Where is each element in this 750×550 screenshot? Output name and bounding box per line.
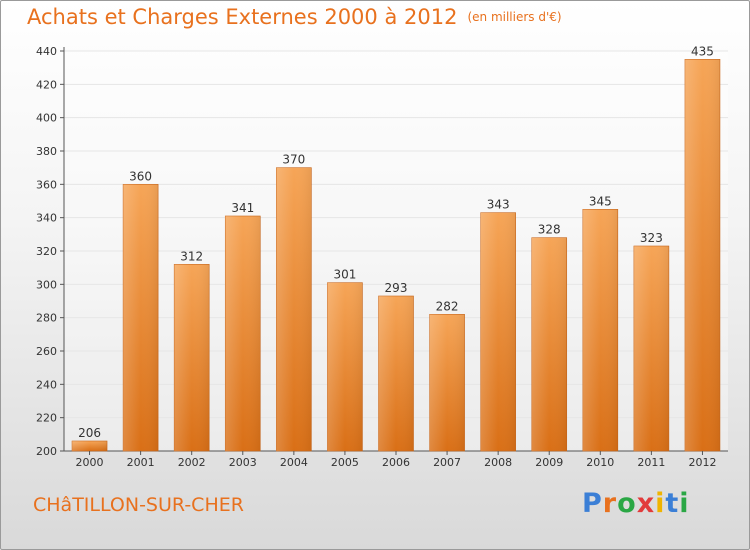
logo-letter: P [582, 488, 603, 519]
data-label: 360 [129, 169, 152, 183]
x-tick-label: 2006 [382, 456, 410, 469]
data-label: 301 [333, 268, 356, 282]
x-tick-label: 2000 [76, 456, 104, 469]
bar-shade [174, 264, 210, 451]
logo-letter: i [655, 488, 666, 519]
y-tick-label: 340 [36, 212, 57, 225]
x-tick-label: 2005 [331, 456, 359, 469]
y-tick-label: 280 [36, 312, 57, 325]
bar-shade [225, 216, 261, 451]
logo-letter: o [617, 488, 637, 519]
data-label: 343 [487, 198, 510, 212]
data-label: 341 [231, 201, 254, 215]
data-label: 312 [180, 249, 203, 263]
x-tick-label: 2010 [586, 456, 614, 469]
y-tick-label: 380 [36, 145, 57, 158]
y-tick-label: 440 [36, 45, 57, 58]
x-tick-label: 2012 [688, 456, 716, 469]
y-tick-label: 260 [36, 345, 57, 358]
y-tick-label: 400 [36, 112, 57, 125]
data-label: 282 [436, 299, 459, 313]
x-tick-label: 2007 [433, 456, 461, 469]
bar-shade [123, 184, 159, 452]
logo-letter: r [602, 488, 618, 519]
bar-shade [531, 237, 567, 451]
logo-letter: x [636, 488, 656, 519]
x-tick-label: 2008 [484, 456, 512, 469]
x-tick-label: 2011 [637, 456, 665, 469]
data-label: 328 [538, 223, 561, 237]
y-tick-label: 420 [36, 78, 57, 91]
y-tick-label: 200 [36, 445, 57, 458]
proxiti-logo: Proxiti [582, 488, 690, 519]
y-tick-label: 220 [36, 412, 57, 425]
bar-shade [480, 212, 516, 451]
bar-shade [582, 209, 618, 451]
logo-letter: t [665, 488, 680, 519]
data-label: 323 [640, 231, 663, 245]
x-tick-label: 2002 [178, 456, 206, 469]
bar-shade [429, 314, 465, 451]
x-tick-label: 2004 [280, 456, 308, 469]
logo-letter: i [679, 488, 690, 519]
y-tick-label: 300 [36, 278, 57, 291]
data-label: 345 [589, 194, 612, 208]
y-tick-label: 320 [36, 245, 57, 258]
y-tick-label: 360 [36, 178, 57, 191]
chart-title: Achats et Charges Externes 2000 à 2012 (e… [27, 5, 562, 29]
city-name: CHâTILLON-SUR-CHER [33, 494, 244, 516]
data-label: 206 [78, 426, 101, 440]
bar-shade [684, 59, 720, 451]
y-tick-label: 240 [36, 378, 57, 391]
bar-shade [378, 296, 414, 451]
bar-shade [72, 441, 108, 451]
bar-shade [327, 282, 363, 451]
bar-shade [633, 246, 669, 451]
x-tick-label: 2003 [229, 456, 257, 469]
data-label: 370 [282, 153, 305, 167]
x-tick-label: 2009 [535, 456, 563, 469]
data-label: 435 [691, 44, 714, 58]
data-label: 293 [385, 281, 408, 295]
chart-title-main: Achats et Charges Externes 2000 à 2012 [27, 5, 458, 29]
chart-title-unit: (en milliers d'€) [467, 10, 562, 24]
bar-shade [276, 167, 312, 451]
x-tick-label: 2001 [127, 456, 155, 469]
